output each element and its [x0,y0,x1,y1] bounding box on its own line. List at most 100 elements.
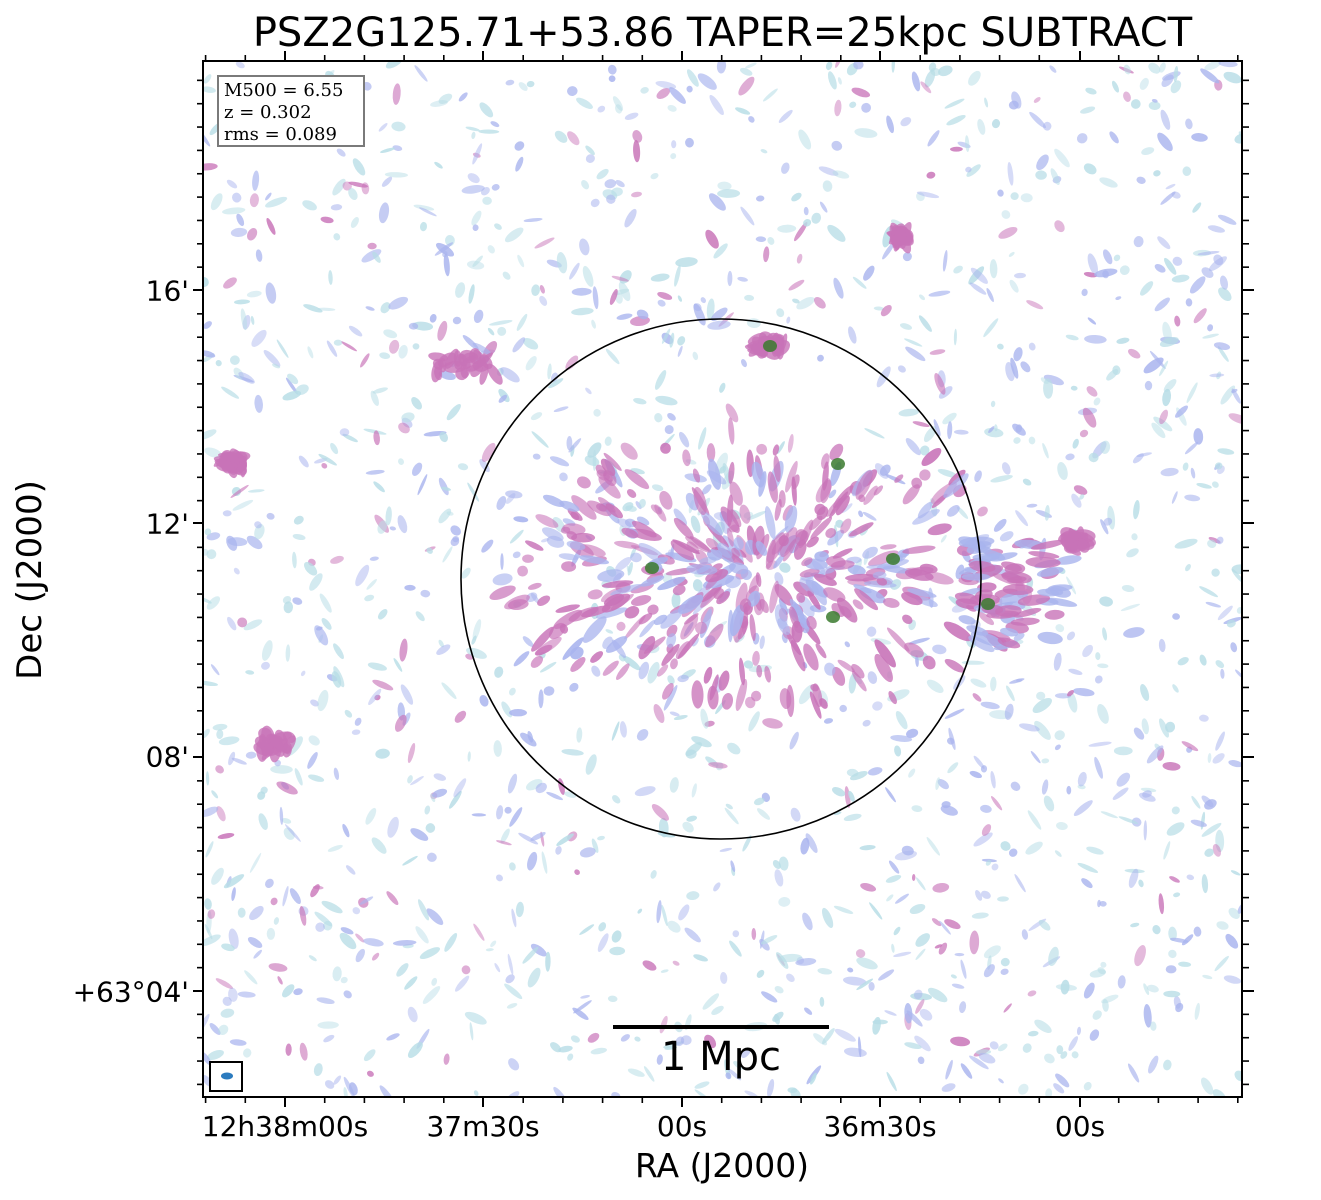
emission-blob [932,644,947,655]
emission-blob [1207,539,1217,548]
emission-blob [212,723,228,731]
emission-blob [525,356,537,371]
emission-blob [926,679,944,693]
emission-blob [203,321,212,329]
emission-blob [214,458,235,471]
emission-blob [792,298,800,304]
emission-blob [482,196,492,205]
emission-blob [1054,220,1065,233]
emission-blob [705,229,719,249]
emission-blob [671,592,681,609]
emission-blob [997,896,1009,902]
emission-blob [728,461,735,484]
emission-blob [308,774,325,782]
emission-blob [799,568,820,578]
emission-blob [559,472,568,482]
emission-blob [1033,97,1041,103]
emission-blob [713,882,721,892]
emission-blob [471,635,477,645]
emission-blob [672,960,680,966]
emission-blob [1197,251,1220,256]
emission-blob [1004,703,1014,720]
emission-blob [216,806,226,822]
emission-blob [539,661,557,673]
emission-blob [479,459,490,473]
emission-blob [485,948,494,952]
emission-blob [869,902,883,920]
emission-blob [1037,631,1063,645]
emission-blob [235,61,245,69]
emission-blob [700,297,706,304]
emission-blob [1034,720,1051,740]
emission-blob [1177,657,1189,666]
emission-blob [713,588,724,600]
emission-blob [1000,627,1019,637]
emission-blob [388,339,400,354]
emission-blob [721,692,734,710]
emission-blob [1003,1003,1012,1013]
emission-blob [848,790,855,802]
emission-blob [354,717,362,726]
emission-blob [826,555,846,568]
emission-blob [856,978,874,991]
emission-blob [908,637,930,645]
emission-blob [604,179,617,189]
emission-blob [562,523,586,535]
emission-blob [774,985,784,994]
emission-blob [819,201,828,213]
emission-blob [591,838,599,853]
emission-blob [989,259,998,279]
emission-blob [598,476,621,499]
emission-blob [636,309,649,320]
emission-blob [527,582,542,590]
emission-blob [906,728,919,738]
emission-blob [1086,846,1104,855]
emission-blob [221,450,234,463]
emission-blob [941,1083,956,1092]
emission-blob [872,1017,881,1035]
emission-blob [678,904,690,921]
emission-blob [1234,1070,1242,1082]
emission-blob [388,296,409,310]
emission-blob [1112,787,1129,800]
emission-blob [228,751,236,766]
emission-blob [814,297,826,309]
emission-blob [605,348,620,365]
emission-blob [1040,377,1049,384]
emission-blob [624,112,639,120]
emission-blob [701,484,712,495]
emission-blob [637,908,643,914]
emission-blob [680,1035,692,1046]
emission-blob [516,313,528,331]
emission-blob [438,477,449,496]
emission-blob [960,959,967,979]
emission-blob [751,928,757,940]
emission-blob [691,783,697,798]
emission-blob [1214,462,1223,470]
emission-blob [394,714,407,732]
emission-blob [419,207,437,217]
emission-blob [261,640,273,661]
emission-blob [746,510,767,521]
emission-blob [481,442,496,462]
emission-blob [916,192,925,202]
emission-blob [1032,697,1052,714]
emission-blob [215,978,234,990]
emission-blob [817,968,833,975]
emission-blob [556,252,568,274]
emission-blob [515,901,524,918]
emission-blob [697,73,717,90]
emission-blob [434,161,443,169]
emission-blob [509,807,523,827]
emission-blob [855,470,873,500]
emission-blob [410,775,424,786]
emission-blob [363,938,384,947]
emission-blob [861,102,871,113]
emission-blob [591,665,601,677]
emission-blob [611,275,629,282]
emission-blob [426,908,444,926]
emission-blob [1099,177,1118,188]
emission-blob [443,1053,450,1065]
emission-blob [704,1034,717,1049]
emission-blob [956,506,969,519]
